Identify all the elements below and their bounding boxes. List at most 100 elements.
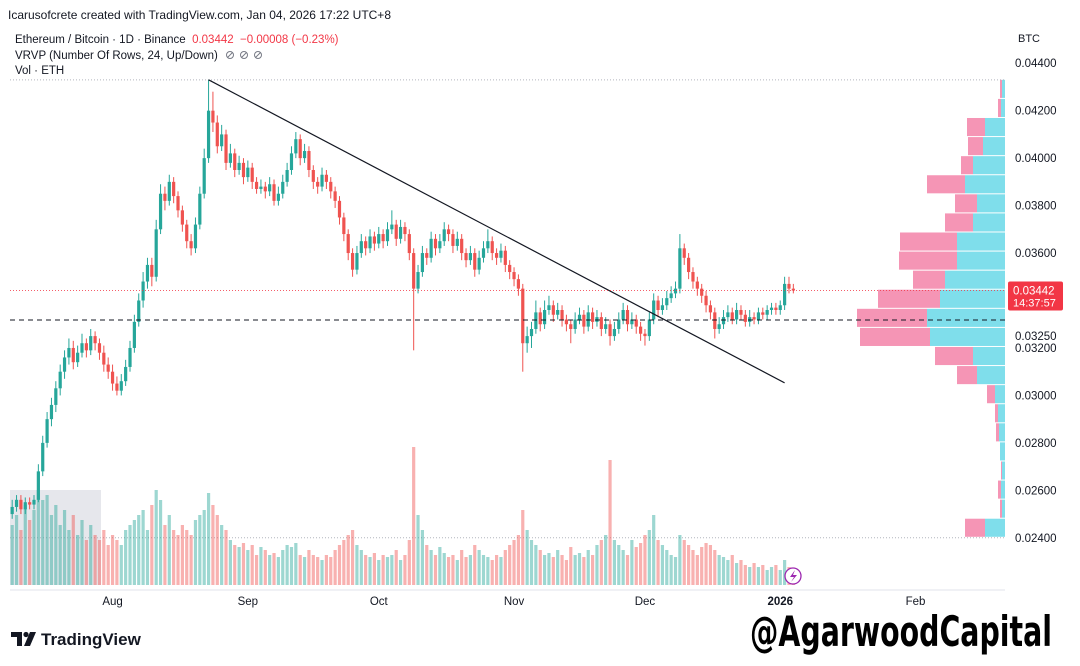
- volume-bar: [215, 515, 219, 585]
- candle-body: [521, 288, 525, 344]
- volume-bar: [569, 547, 573, 585]
- volume-bar: [425, 545, 429, 585]
- y-tick-label: 0.04400: [1015, 58, 1057, 70]
- y-tick-label: 0.04000: [1015, 153, 1057, 165]
- volume-bar: [713, 550, 717, 585]
- volume-bar: [778, 570, 782, 585]
- volume-bar: [394, 550, 398, 585]
- volume-bar: [320, 560, 324, 585]
- profile-down: [1001, 461, 1002, 480]
- volume-bar: [468, 555, 473, 585]
- volume-bar: [10, 525, 14, 585]
- volume-bar: [455, 560, 459, 585]
- volume-bar: [346, 535, 350, 585]
- volume-bar: [433, 555, 438, 585]
- candle-body: [608, 324, 612, 337]
- candle-body: [678, 248, 682, 289]
- volume-bar: [595, 545, 599, 585]
- candle-body: [455, 238, 459, 246]
- volume-bar: [586, 550, 590, 585]
- alert-icon-bolt: [790, 570, 797, 582]
- volume-bar: [717, 555, 721, 585]
- candle-body: [84, 343, 88, 351]
- volume-bar: [556, 550, 560, 585]
- profile-up: [940, 289, 1005, 308]
- candle-body: [433, 238, 438, 249]
- volume-bar: [281, 550, 285, 585]
- candle-body: [508, 264, 512, 273]
- candle-body: [32, 499, 36, 505]
- x-tick-label: Oct: [370, 596, 389, 608]
- profile-down: [965, 518, 985, 537]
- candle-body: [691, 272, 695, 282]
- volume-bar: [110, 535, 115, 585]
- candle-body: [721, 317, 726, 325]
- indicator-icons[interactable]: [225, 50, 269, 60]
- y-tick-label: 0.03250: [1015, 331, 1057, 343]
- volume-bar: [577, 553, 582, 585]
- candle-body: [660, 305, 665, 310]
- candle-body: [359, 241, 363, 254]
- volume-bar: [14, 515, 19, 585]
- candle-body: [337, 200, 342, 218]
- volume-bar: [660, 545, 665, 585]
- y-tick-label: 0.03000: [1015, 390, 1057, 402]
- candle-body: [350, 253, 355, 270]
- candle-body: [23, 502, 27, 510]
- candle-body: [556, 310, 560, 315]
- volume-bar: [198, 515, 202, 585]
- volume-bar: [289, 547, 294, 585]
- candle-body: [503, 250, 507, 265]
- candle-body: [58, 371, 62, 389]
- candle-body: [765, 310, 769, 315]
- candle-body: [150, 264, 154, 277]
- candle-body: [652, 300, 656, 320]
- volume-bar: [460, 550, 464, 585]
- candle-body: [193, 224, 198, 249]
- profile-up: [1002, 79, 1005, 98]
- volume-bar: [769, 567, 774, 585]
- volume-bar: [337, 545, 342, 585]
- volume-bar: [534, 545, 538, 585]
- volume-bar: [302, 557, 307, 585]
- volume-bar: [237, 547, 241, 585]
- volume-bar: [276, 557, 280, 585]
- y-tick-label: 0.02600: [1015, 485, 1057, 497]
- profile-up: [1002, 461, 1005, 480]
- volume-bar: [89, 525, 93, 585]
- candle-body: [451, 234, 455, 246]
- candle-body: [333, 191, 337, 201]
- profile-down: [913, 270, 945, 289]
- volume-bar: [41, 500, 45, 585]
- volume-bar: [608, 460, 612, 585]
- candle-body: [211, 110, 215, 123]
- candle-body: [787, 283, 791, 289]
- y-tick-label: 0.03600: [1015, 248, 1057, 260]
- profile-down: [955, 194, 977, 213]
- profile-down: [957, 366, 977, 385]
- candle-body: [582, 314, 586, 327]
- volume-bar: [499, 557, 503, 585]
- candle-body: [102, 352, 106, 365]
- volume-bar: [625, 555, 630, 585]
- volume-bar: [263, 550, 267, 585]
- candle-body: [189, 241, 193, 249]
- symbol: Ethereum / Bitcoin · 1D · Binance: [15, 34, 186, 46]
- profile-down: [998, 480, 1001, 499]
- volume-bar: [464, 557, 468, 585]
- candle-body: [551, 305, 555, 315]
- volume-bar: [224, 530, 228, 585]
- volume-bar: [71, 515, 75, 585]
- volume-bar: [538, 550, 542, 585]
- volume-bar: [390, 555, 394, 585]
- candle-body: [167, 181, 171, 201]
- volume-bar: [516, 535, 521, 585]
- profile-down: [1000, 499, 1002, 518]
- volume-bar: [398, 560, 403, 585]
- candle-body: [206, 110, 211, 159]
- candle-body: [329, 181, 333, 192]
- profile-up: [973, 346, 1005, 366]
- volume-bar: [643, 535, 647, 585]
- candle-body: [625, 310, 630, 325]
- volume-bar: [429, 550, 433, 585]
